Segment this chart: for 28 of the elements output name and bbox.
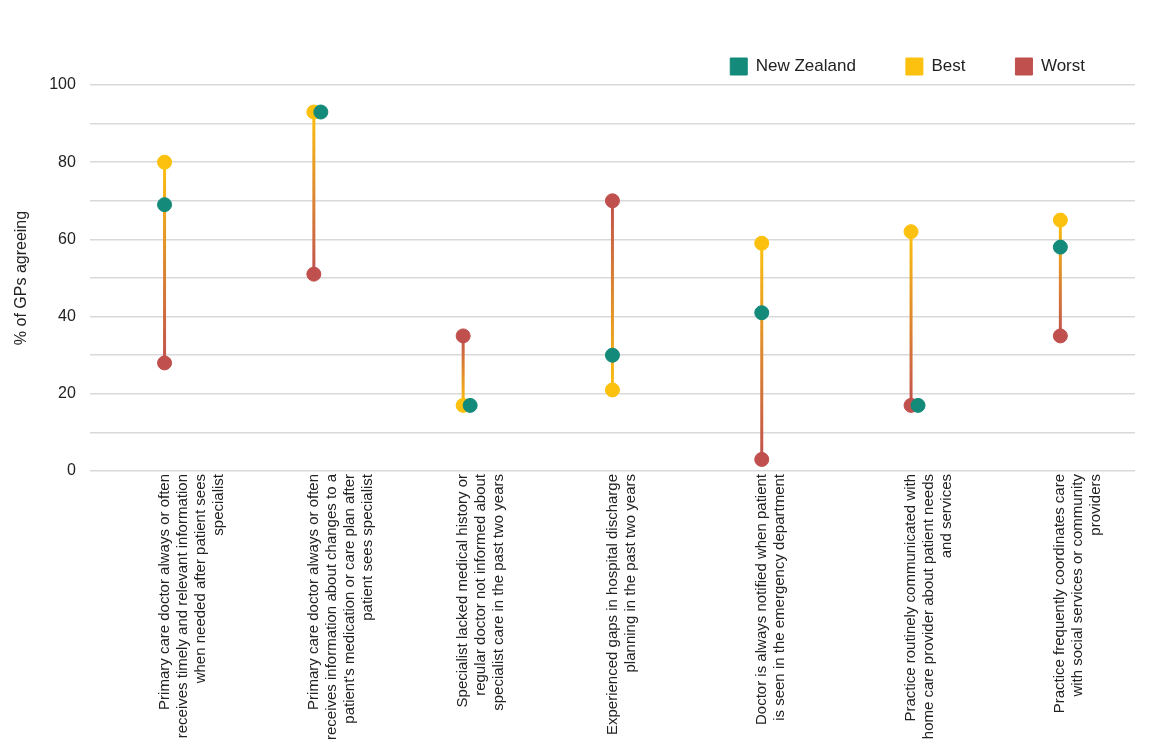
x-tick-label: Practice frequently coordinates care with social services or community providers	[1050, 473, 1104, 714]
point	[754, 305, 770, 321]
legend-label: Worst	[1040, 56, 1086, 76]
point	[306, 266, 322, 282]
y-tick-label: 40	[58, 307, 76, 325]
point	[1052, 239, 1068, 255]
point	[903, 224, 919, 240]
y-tick-label: 80	[58, 152, 76, 170]
x-tick-label: Practice routinely communicated with home care provider about patient needs and services	[901, 474, 955, 740]
point	[157, 355, 173, 371]
point	[754, 451, 770, 467]
point	[1052, 212, 1068, 228]
y-tick-label: 60	[58, 229, 76, 247]
point	[604, 193, 620, 209]
point	[455, 328, 471, 344]
point	[1052, 328, 1068, 344]
x-tick-label: Primary care doctor always or often receives timely and relevant information when needed after patient sees specialist	[154, 473, 226, 739]
point	[754, 235, 770, 251]
y-tick-label: 100	[49, 75, 76, 93]
y-tick-label: 0	[66, 461, 76, 479]
y-axis-title: % of GPs agreeing	[12, 210, 30, 346]
point	[604, 382, 620, 398]
point	[604, 347, 620, 363]
y-tick-label: 20	[58, 384, 76, 402]
legend-label: New Zealand	[755, 56, 856, 76]
point	[157, 197, 173, 213]
legend-label: Best	[931, 56, 966, 76]
point	[157, 154, 173, 170]
